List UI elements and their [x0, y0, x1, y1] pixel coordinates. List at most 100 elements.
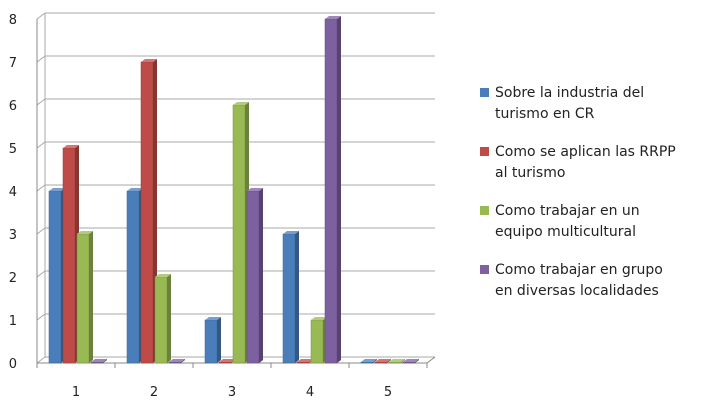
legend-label: Sobre la industria del turismo en CR	[495, 85, 644, 122]
bar-2-3	[218, 359, 235, 364]
legend-label-line: turismo en CR	[495, 106, 595, 122]
legend-swatch	[480, 88, 489, 97]
legend-item-4: Como trabajar en grupo en diversas locali…	[480, 262, 663, 299]
bar-3-1	[76, 231, 93, 364]
x-tick-label: 1	[72, 385, 80, 400]
bar-2-5	[374, 359, 391, 364]
legend: Sobre la industria del turismo en CR Como …	[480, 85, 676, 299]
y-tick-label: 4	[9, 185, 17, 200]
x-tick-label: 5	[384, 385, 392, 400]
bar-top-face	[127, 188, 143, 191]
bar-side-face	[415, 359, 419, 363]
bar-front-face	[76, 233, 90, 364]
legend-label-line: equipo multicultural	[495, 224, 636, 240]
bar-front-face	[140, 61, 154, 364]
bar-1-1	[48, 188, 65, 364]
bar-side-face	[259, 188, 263, 363]
legend-label-line: Como trabajar en un	[495, 203, 640, 219]
floor-right-edge	[426, 356, 436, 364]
bar-front-face	[360, 361, 374, 364]
legend-label-line: Como se aplican las RRPP	[495, 144, 676, 160]
bar-front-face	[232, 104, 246, 364]
legend-swatch	[480, 147, 489, 156]
bar-2-4	[296, 359, 313, 364]
bar-front-face	[310, 319, 324, 364]
legend-item-2: Como se aplican las RRPP al turismo	[480, 144, 676, 181]
bar-top-face	[375, 359, 391, 362]
bar-side-face	[295, 231, 299, 363]
bar-top-face	[403, 359, 419, 362]
bar-1-5	[360, 359, 377, 364]
bar-side-face	[181, 359, 185, 363]
bar-4-1	[90, 359, 107, 364]
y-tick-label: 0	[9, 357, 17, 372]
bar-top-face	[283, 231, 299, 234]
tick-labels: 0 1 2 3 4 5 6 7 8 1 2 3 4 5	[9, 13, 392, 400]
bar-top-face	[155, 274, 171, 277]
y-tick-label: 1	[9, 314, 17, 329]
bar-top-face	[63, 145, 79, 148]
legend-swatch	[480, 206, 489, 215]
gridline-depth-8	[36, 12, 46, 20]
bar-front-face	[90, 361, 104, 364]
bar-side-face	[337, 16, 341, 363]
y-tick-label: 6	[9, 99, 17, 114]
bar-front-face	[62, 147, 76, 364]
legend-label: Como trabajar en un equipo multicultural	[495, 203, 640, 240]
bar-front-face	[374, 361, 388, 364]
bar-front-face	[246, 190, 260, 364]
bar-1-4	[282, 231, 299, 364]
bar-front-face	[204, 319, 218, 364]
bar-top-face	[361, 359, 377, 362]
y-tick-label: 5	[9, 142, 17, 157]
bar-front-face	[296, 361, 310, 364]
legend-item-3: Como trabajar en un equipo multicultural	[480, 203, 640, 240]
gridline-depth-5	[36, 141, 46, 149]
bar-4-4	[324, 16, 341, 364]
bar-2-1	[62, 145, 79, 364]
gridline-depth-3	[36, 227, 46, 235]
bar-side-face	[103, 359, 107, 363]
bar-top-face	[205, 317, 221, 320]
legend-label-line: en diversas localidades	[495, 283, 659, 299]
y-tick-label: 2	[9, 271, 17, 286]
bar-4-5	[402, 359, 419, 364]
gridline-depth-1	[36, 313, 46, 321]
bar-side-face	[217, 317, 221, 363]
bar-top-face	[311, 317, 327, 320]
bar-side-face	[387, 359, 391, 363]
bar-side-face	[89, 231, 93, 363]
bar-top-face	[325, 16, 341, 19]
gridline-depth-7	[36, 55, 46, 63]
bars	[48, 16, 419, 364]
y-tick-label: 7	[9, 56, 17, 71]
bar-top-face	[297, 359, 313, 362]
x-tick-label: 2	[150, 385, 158, 400]
gridline-depth-4	[36, 184, 46, 192]
gridline-depth-0	[36, 356, 46, 364]
bar-side-face	[401, 359, 405, 363]
bar-side-face	[167, 274, 171, 363]
bar-top-face	[233, 102, 249, 105]
bar-3-4	[310, 317, 327, 364]
bar-top-face	[247, 188, 263, 191]
x-tick-label: 4	[306, 385, 314, 400]
legend-item-1: Sobre la industria del turismo en CR	[480, 85, 644, 122]
legend-label-line: al turismo	[495, 165, 565, 181]
gridline-depth-2	[36, 270, 46, 278]
bar-3-3	[232, 102, 249, 364]
legend-label: Como se aplican las RRPP al turismo	[495, 144, 676, 181]
bar-top-face	[77, 231, 93, 234]
bar-3-5	[388, 359, 405, 364]
bar-1-2	[126, 188, 143, 364]
bar-top-face	[91, 359, 107, 362]
y-tick-label: 8	[9, 13, 17, 28]
legend-label: Como trabajar en grupo en diversas locali…	[495, 262, 663, 299]
bar-front-face	[402, 361, 416, 364]
bar-front-face	[282, 233, 296, 364]
bar-front-face	[218, 361, 232, 364]
bar-front-face	[388, 361, 402, 364]
bar-front-face	[126, 190, 140, 364]
bar-1-3	[204, 317, 221, 364]
